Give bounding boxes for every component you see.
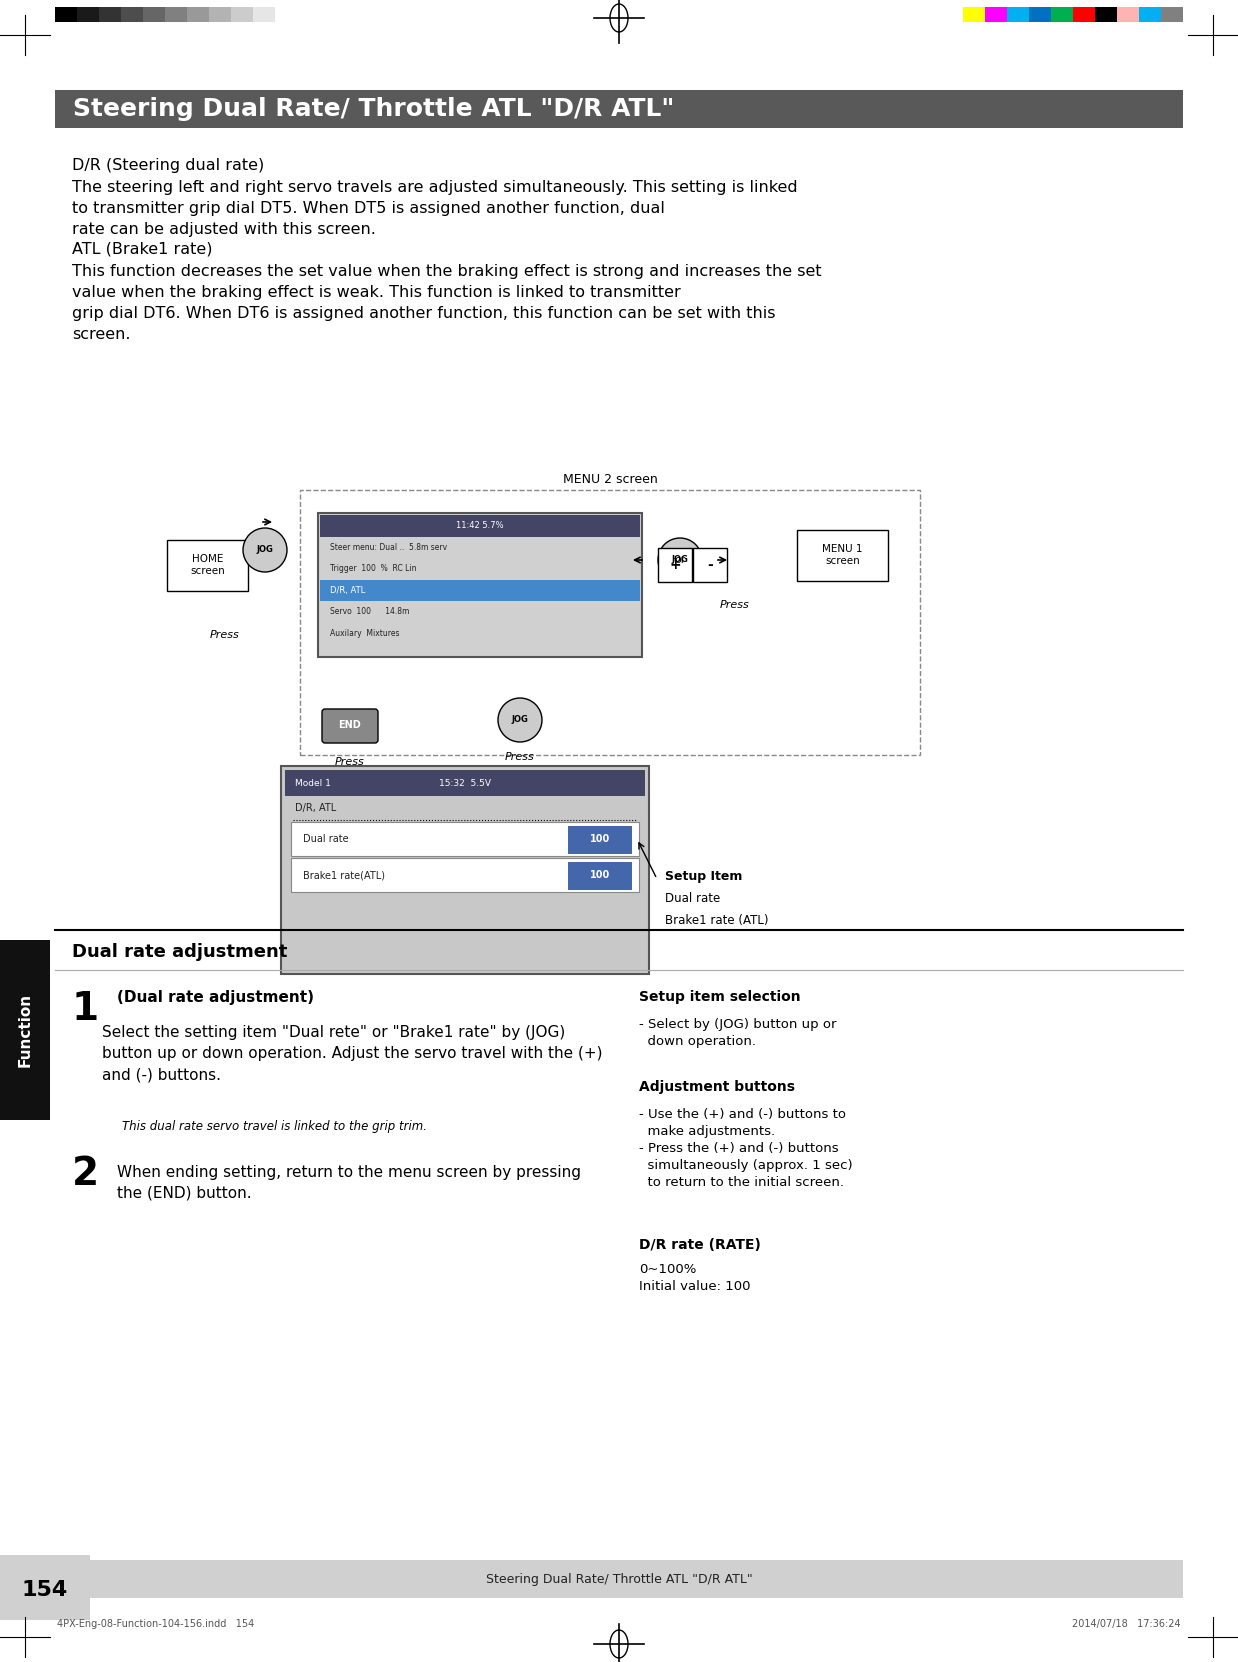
Bar [1139, 7, 1161, 22]
Text: JOG: JOG [671, 555, 688, 565]
Text: 0~100%
Initial value: 100: 0~100% Initial value: 100 [639, 1263, 750, 1293]
Bar [285, 770, 645, 796]
FancyBboxPatch shape [693, 548, 727, 582]
Text: 4PX-Eng-08-Function-104-156.indd   154: 4PX-Eng-08-Function-104-156.indd 154 [57, 1619, 254, 1629]
Text: - Use the (+) and (-) buttons to
  make adjustments.
- Press the (+) and (-) but: - Use the (+) and (-) buttons to make ad… [639, 1109, 853, 1188]
Text: The steering left and right servo travels are adjusted simultaneously. This sett: The steering left and right servo travel… [72, 179, 797, 238]
Text: Brake1 rate(ATL): Brake1 rate(ATL) [303, 869, 385, 879]
Bar [985, 7, 1006, 22]
Text: This function decreases the set value when the braking effect is strong and incr: This function decreases the set value wh… [72, 264, 822, 342]
Bar [232, 7, 253, 22]
Bar [1161, 7, 1184, 22]
Text: MENU 2 screen: MENU 2 screen [562, 474, 657, 485]
Text: Press: Press [721, 600, 750, 610]
Text: or: or [675, 555, 686, 565]
Text: Dual rate: Dual rate [303, 834, 349, 844]
Text: 100: 100 [589, 834, 610, 844]
Bar [1073, 7, 1094, 22]
FancyBboxPatch shape [318, 514, 643, 656]
Text: Steering Dual Rate/ Throttle ATL "D/R ATL": Steering Dual Rate/ Throttle ATL "D/R AT… [485, 1574, 753, 1587]
Text: D/R, ATL: D/R, ATL [295, 803, 337, 813]
Text: Dual rate adjustment: Dual rate adjustment [72, 942, 287, 961]
Text: 2: 2 [72, 1155, 99, 1193]
Bar [187, 7, 209, 22]
Bar [54, 1561, 1184, 1597]
Text: Servo  100      14.8m: Servo 100 14.8m [331, 607, 410, 617]
Bar [99, 7, 121, 22]
Text: Setup item selection: Setup item selection [639, 991, 801, 1004]
Bar [1051, 7, 1073, 22]
Bar [165, 7, 187, 22]
Text: Dual rate: Dual rate [665, 892, 721, 906]
Text: Select the setting item "Dual rete" or "Brake1 rate" by (JOG)
button up or down : Select the setting item "Dual rete" or "… [102, 1025, 603, 1082]
Circle shape [243, 529, 287, 572]
Text: This dual rate servo travel is linked to the grip trim.: This dual rate servo travel is linked to… [123, 1120, 427, 1133]
Bar [319, 580, 640, 602]
Text: JOG: JOG [256, 545, 274, 555]
Bar [1006, 7, 1029, 22]
Bar [963, 7, 985, 22]
Text: Model 1: Model 1 [295, 778, 331, 788]
Text: 11:42 5.7%: 11:42 5.7% [456, 522, 504, 530]
Text: MENU 1
screen: MENU 1 screen [822, 543, 863, 565]
Circle shape [659, 538, 702, 582]
Bar [1094, 7, 1117, 22]
Bar [319, 515, 640, 537]
Text: (Dual rate adjustment): (Dual rate adjustment) [118, 991, 314, 1006]
Text: - Select by (JOG) button up or
  down operation.: - Select by (JOG) button up or down oper… [639, 1019, 837, 1049]
Bar [209, 7, 232, 22]
Text: +: + [670, 558, 681, 572]
FancyBboxPatch shape [291, 823, 639, 856]
Text: 15:32  5.5V: 15:32 5.5V [439, 778, 491, 788]
Text: Adjustment buttons: Adjustment buttons [639, 1080, 795, 1094]
Text: Brake1 rate (ATL): Brake1 rate (ATL) [665, 914, 769, 927]
Text: D/R rate (RATE): D/R rate (RATE) [639, 1238, 761, 1251]
Circle shape [498, 698, 542, 741]
FancyBboxPatch shape [568, 863, 633, 889]
Text: Press: Press [210, 630, 240, 640]
Text: D/R (Steering dual rate): D/R (Steering dual rate) [72, 158, 264, 173]
Text: END: END [339, 720, 361, 730]
Text: JOG: JOG [511, 716, 529, 725]
Text: When ending setting, return to the menu screen by pressing
the (END) button.: When ending setting, return to the menu … [118, 1165, 581, 1202]
Bar [54, 90, 1184, 128]
Text: Auxilary  Mixtures: Auxilary Mixtures [331, 628, 400, 638]
Text: -: - [707, 558, 713, 572]
Bar [0, 941, 50, 1120]
Text: 1: 1 [72, 991, 99, 1029]
Text: D/R, ATL: D/R, ATL [331, 587, 365, 595]
Text: Press: Press [335, 756, 365, 766]
Text: ATL (Brake1 rate): ATL (Brake1 rate) [72, 243, 213, 258]
Bar [144, 7, 165, 22]
Bar [54, 7, 77, 22]
Text: Trigger  100  %  RC Lin: Trigger 100 % RC Lin [331, 565, 416, 573]
Bar [1117, 7, 1139, 22]
Text: HOME
screen: HOME screen [191, 553, 225, 575]
Bar [1029, 7, 1051, 22]
Text: 100: 100 [589, 869, 610, 879]
Text: Setup Item: Setup Item [665, 869, 743, 883]
Bar [275, 7, 297, 22]
FancyBboxPatch shape [568, 826, 633, 854]
Text: 2014/07/18   17:36:24: 2014/07/18 17:36:24 [1072, 1619, 1181, 1629]
FancyBboxPatch shape [797, 530, 888, 582]
FancyBboxPatch shape [659, 548, 692, 582]
Bar [77, 7, 99, 22]
Bar [0, 1556, 90, 1620]
Text: Press: Press [505, 751, 535, 761]
FancyBboxPatch shape [322, 710, 378, 743]
Text: Function: Function [17, 992, 32, 1067]
Text: Steer menu: Dual ..  5.8m serv: Steer menu: Dual .. 5.8m serv [331, 543, 447, 552]
Bar [121, 7, 144, 22]
FancyBboxPatch shape [167, 540, 248, 592]
Text: Steering Dual Rate/ Throttle ATL "D/R ATL": Steering Dual Rate/ Throttle ATL "D/R AT… [73, 96, 675, 121]
FancyBboxPatch shape [281, 766, 649, 974]
FancyBboxPatch shape [291, 858, 639, 892]
Text: 154: 154 [22, 1581, 68, 1601]
Bar [253, 7, 275, 22]
